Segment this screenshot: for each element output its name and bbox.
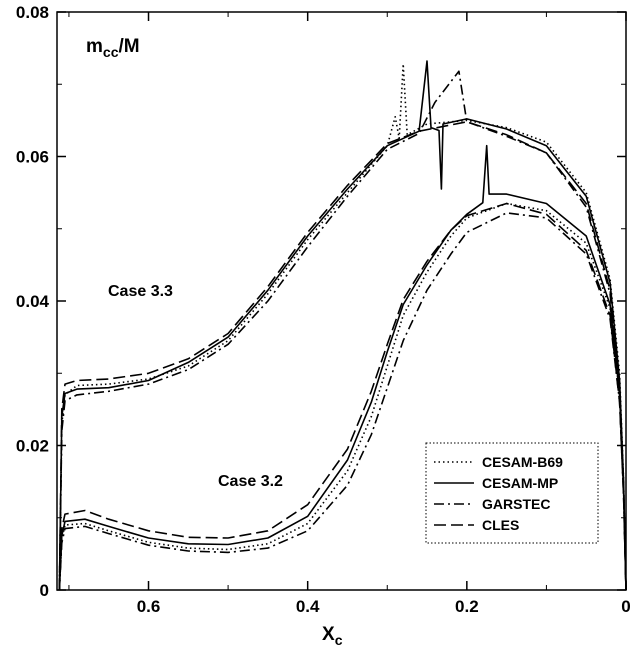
legend-label-garstec: GARSTEC (482, 496, 550, 512)
series-garstec-case33 (58, 70, 627, 591)
series-cesam-b69-case32 (58, 202, 627, 591)
series-garstec-case32 (58, 212, 627, 591)
y-tick-label: 0.08 (16, 3, 49, 22)
legend-label-cles: CLES (482, 517, 519, 533)
x-axis-title-main: X (322, 624, 335, 645)
series-layer (58, 60, 627, 591)
series-cesam-mp-case33 (58, 60, 627, 591)
legend-label-cesam-b69: CESAM-B69 (482, 454, 563, 470)
inset-y-label-main: m (86, 36, 103, 57)
x-tick-label: 0.2 (455, 597, 479, 616)
series-cesam-b69-case33 (58, 63, 627, 591)
inset-y-label: mcc/M (86, 36, 140, 60)
legend-label-cesam-mp: CESAM-MP (482, 475, 558, 491)
x-tick-label: 0 (621, 597, 630, 616)
legend: CESAM-B69 CESAM-MP GARSTEC CLES (425, 442, 599, 544)
y-tick-label: 0.02 (16, 437, 49, 456)
annotation-case-3-2: Case 3.2 (218, 473, 283, 490)
series-cles-case32 (58, 202, 627, 591)
series-cles-case33 (58, 121, 627, 591)
annotation-case-3-3: Case 3.3 (108, 283, 173, 300)
inset-y-label-tail: /M (118, 36, 139, 57)
y-tick-label: 0 (40, 581, 49, 600)
inset-y-label-sub: cc (103, 44, 119, 60)
y-tick-label: 0.04 (16, 292, 50, 311)
y-tick-label: 0.06 (16, 148, 49, 167)
x-tick-label: 0.4 (296, 597, 320, 616)
legend-box (425, 442, 599, 544)
x-axis-title-sub: c (335, 632, 343, 648)
series-cesam-mp-case32 (58, 144, 627, 591)
x-axis-title: Xc (322, 624, 343, 648)
x-tick-label: 0.6 (137, 597, 161, 616)
